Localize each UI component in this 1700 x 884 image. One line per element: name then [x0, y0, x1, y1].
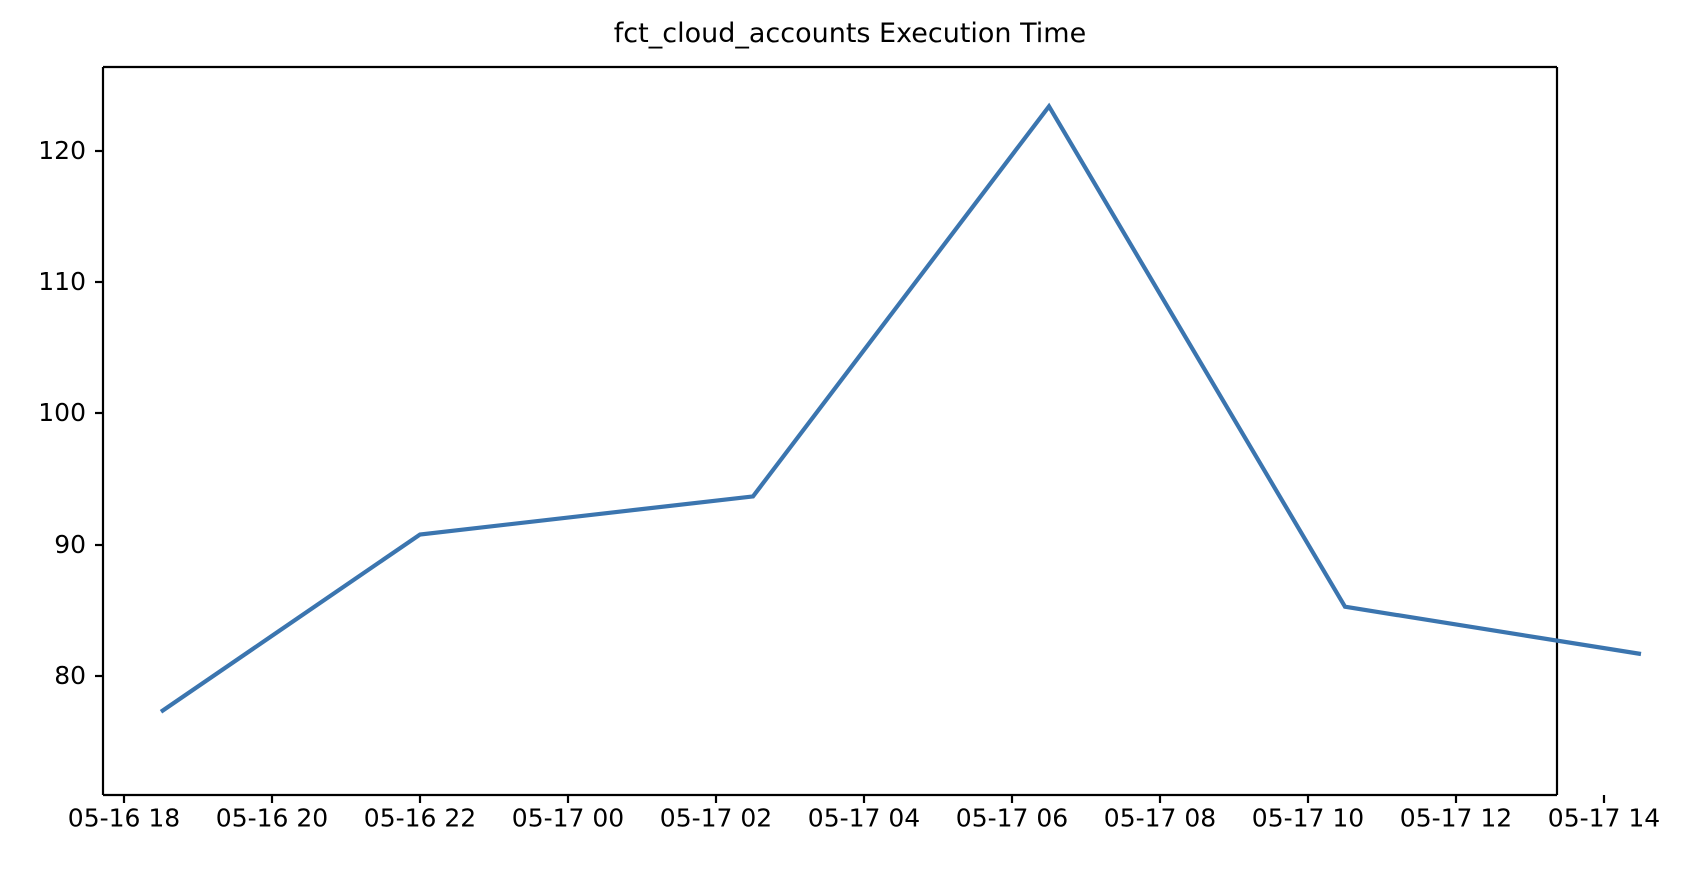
y-tick-label: 110	[38, 267, 86, 296]
x-tick-label: 05-17 02	[660, 803, 772, 832]
x-axis-ticks: 05-16 18 05-16 20 05-16 22 05-17 00 05-1…	[68, 795, 1660, 832]
x-tick-label: 05-16 20	[216, 803, 328, 832]
data-series-line	[159, 102, 1642, 714]
x-tick-label: 05-17 08	[1104, 803, 1216, 832]
x-tick-label: 05-16 18	[68, 803, 180, 832]
x-tick-label: 05-17 14	[1548, 803, 1660, 832]
x-tick-label: 05-16 22	[364, 803, 476, 832]
x-tick-label: 05-17 00	[512, 803, 624, 832]
y-tick-label: 120	[38, 136, 86, 165]
x-tick-label: 05-17 06	[956, 803, 1068, 832]
chart-title: fct_cloud_accounts Execution Time	[613, 18, 1087, 49]
y-tick-label: 90	[54, 530, 86, 559]
y-tick-label: 80	[54, 661, 86, 690]
y-axis-ticks: 80 90 100 110 120	[38, 136, 103, 690]
y-tick-label: 100	[38, 398, 86, 427]
x-tick-label: 05-17 12	[1400, 803, 1512, 832]
axes-frame	[101, 65, 1559, 797]
x-tick-label: 05-17 10	[1252, 803, 1364, 832]
x-tick-label: 05-17 04	[808, 803, 920, 832]
